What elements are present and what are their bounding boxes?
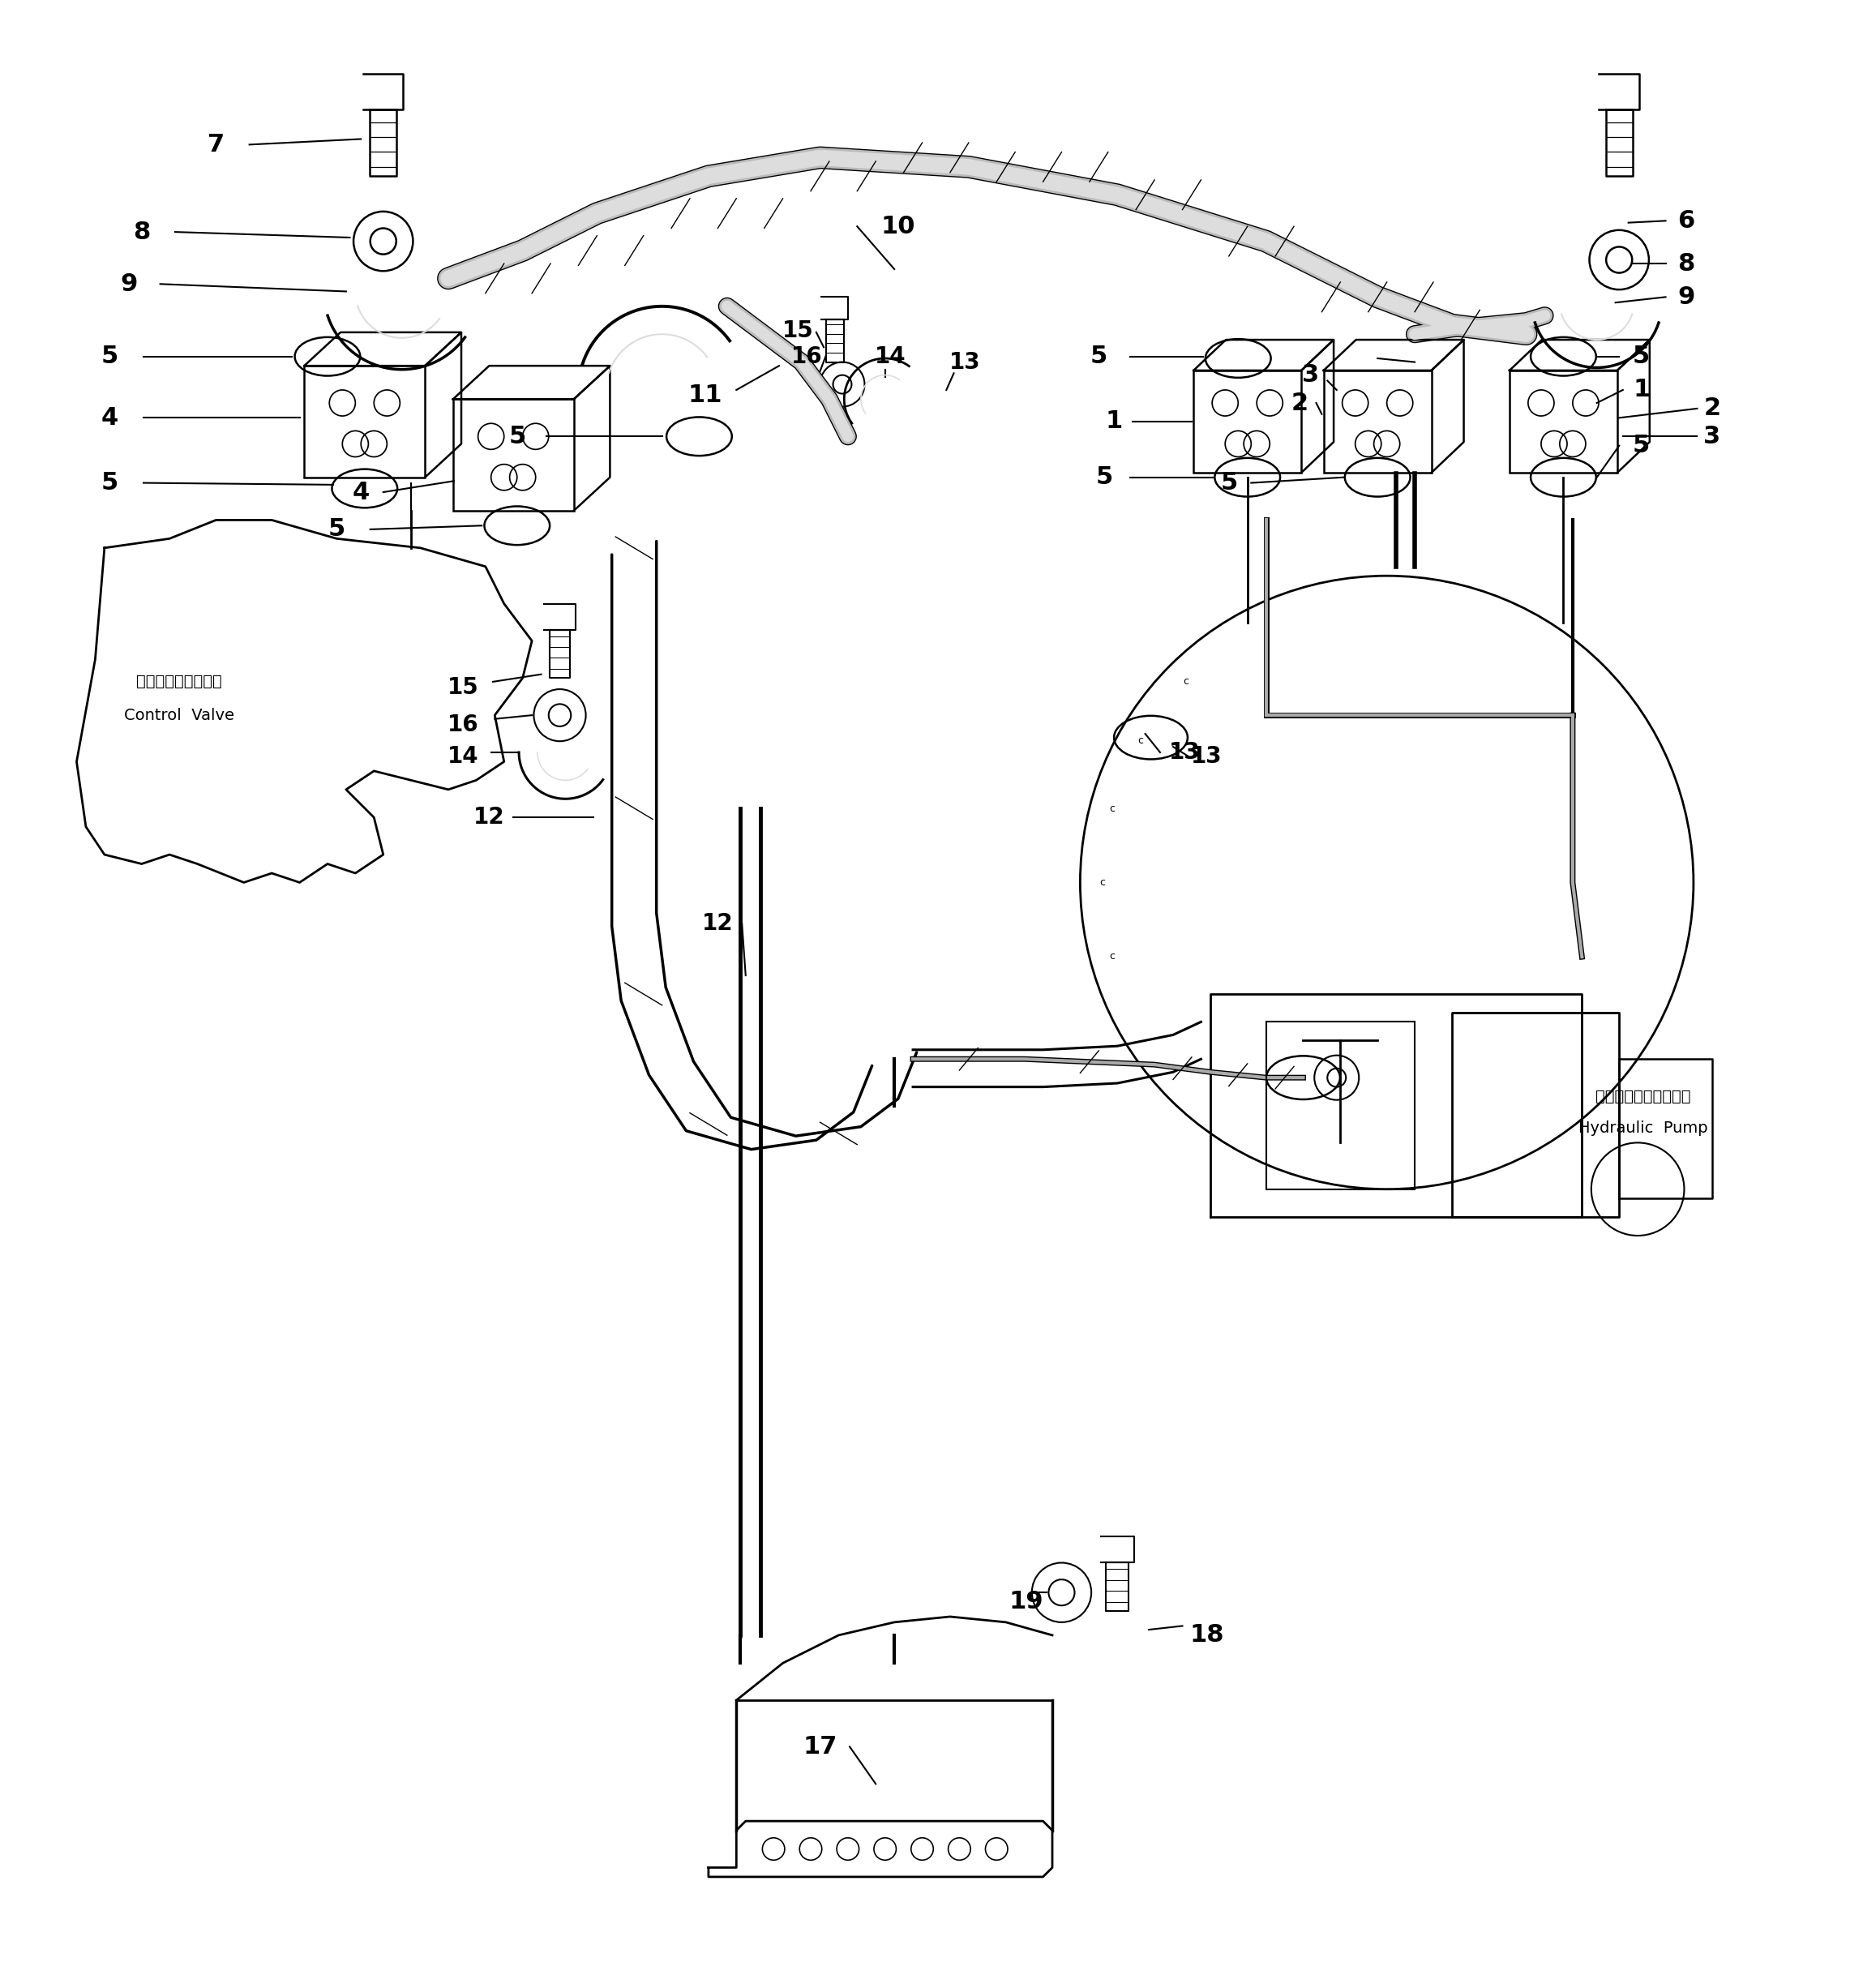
Text: ハイドロリックポンプ: ハイドロリックポンプ: [1597, 1089, 1692, 1103]
Text: 5: 5: [1095, 465, 1112, 489]
Text: 4: 4: [352, 481, 369, 503]
Text: 1: 1: [1105, 410, 1122, 433]
Text: 5: 5: [509, 425, 525, 447]
Text: 14: 14: [447, 746, 479, 767]
Text: 2: 2: [1703, 398, 1721, 419]
Text: 4: 4: [101, 406, 119, 429]
Text: 3: 3: [1302, 364, 1319, 388]
Text: 3: 3: [1703, 425, 1721, 447]
Text: 13: 13: [950, 350, 980, 374]
Text: 12: 12: [473, 805, 505, 829]
Text: 5: 5: [1632, 433, 1651, 457]
Text: 2: 2: [1291, 392, 1308, 415]
Text: 17: 17: [803, 1736, 836, 1759]
Text: c: c: [1183, 676, 1189, 686]
Text: Control  Valve: Control Valve: [123, 708, 235, 724]
Text: 16: 16: [447, 714, 479, 736]
Text: Hydraulic  Pump: Hydraulic Pump: [1578, 1119, 1708, 1135]
Text: 16: 16: [792, 346, 823, 368]
Text: 1: 1: [1632, 378, 1651, 402]
Text: c: c: [1108, 950, 1116, 962]
Text: 6: 6: [1677, 209, 1695, 233]
Text: 18: 18: [1189, 1624, 1224, 1646]
Text: 12: 12: [702, 912, 734, 934]
Text: コントロールバルブ: コントロールバルブ: [136, 674, 222, 690]
Text: 13: 13: [1168, 742, 1200, 763]
Text: 5: 5: [101, 344, 119, 368]
Text: c: c: [1099, 877, 1105, 889]
Text: 5: 5: [1632, 344, 1651, 368]
Text: 9: 9: [1677, 284, 1695, 308]
Text: 11: 11: [687, 384, 723, 408]
Text: 5: 5: [101, 471, 119, 495]
Text: 8: 8: [1677, 252, 1695, 274]
Text: c: c: [1108, 803, 1116, 815]
Text: 5: 5: [1090, 344, 1107, 368]
Text: 19: 19: [1010, 1590, 1043, 1614]
Text: 8: 8: [132, 221, 151, 245]
Text: 5: 5: [1220, 471, 1237, 495]
Text: 15: 15: [447, 676, 479, 698]
Text: 14: 14: [876, 346, 905, 368]
Text: 9: 9: [119, 272, 138, 296]
Text: 7: 7: [207, 133, 225, 157]
Text: c: c: [1138, 736, 1144, 746]
Text: 15: 15: [782, 320, 814, 342]
Text: 5: 5: [328, 517, 345, 541]
Text: 13: 13: [1190, 746, 1222, 767]
Text: 10: 10: [881, 215, 915, 239]
